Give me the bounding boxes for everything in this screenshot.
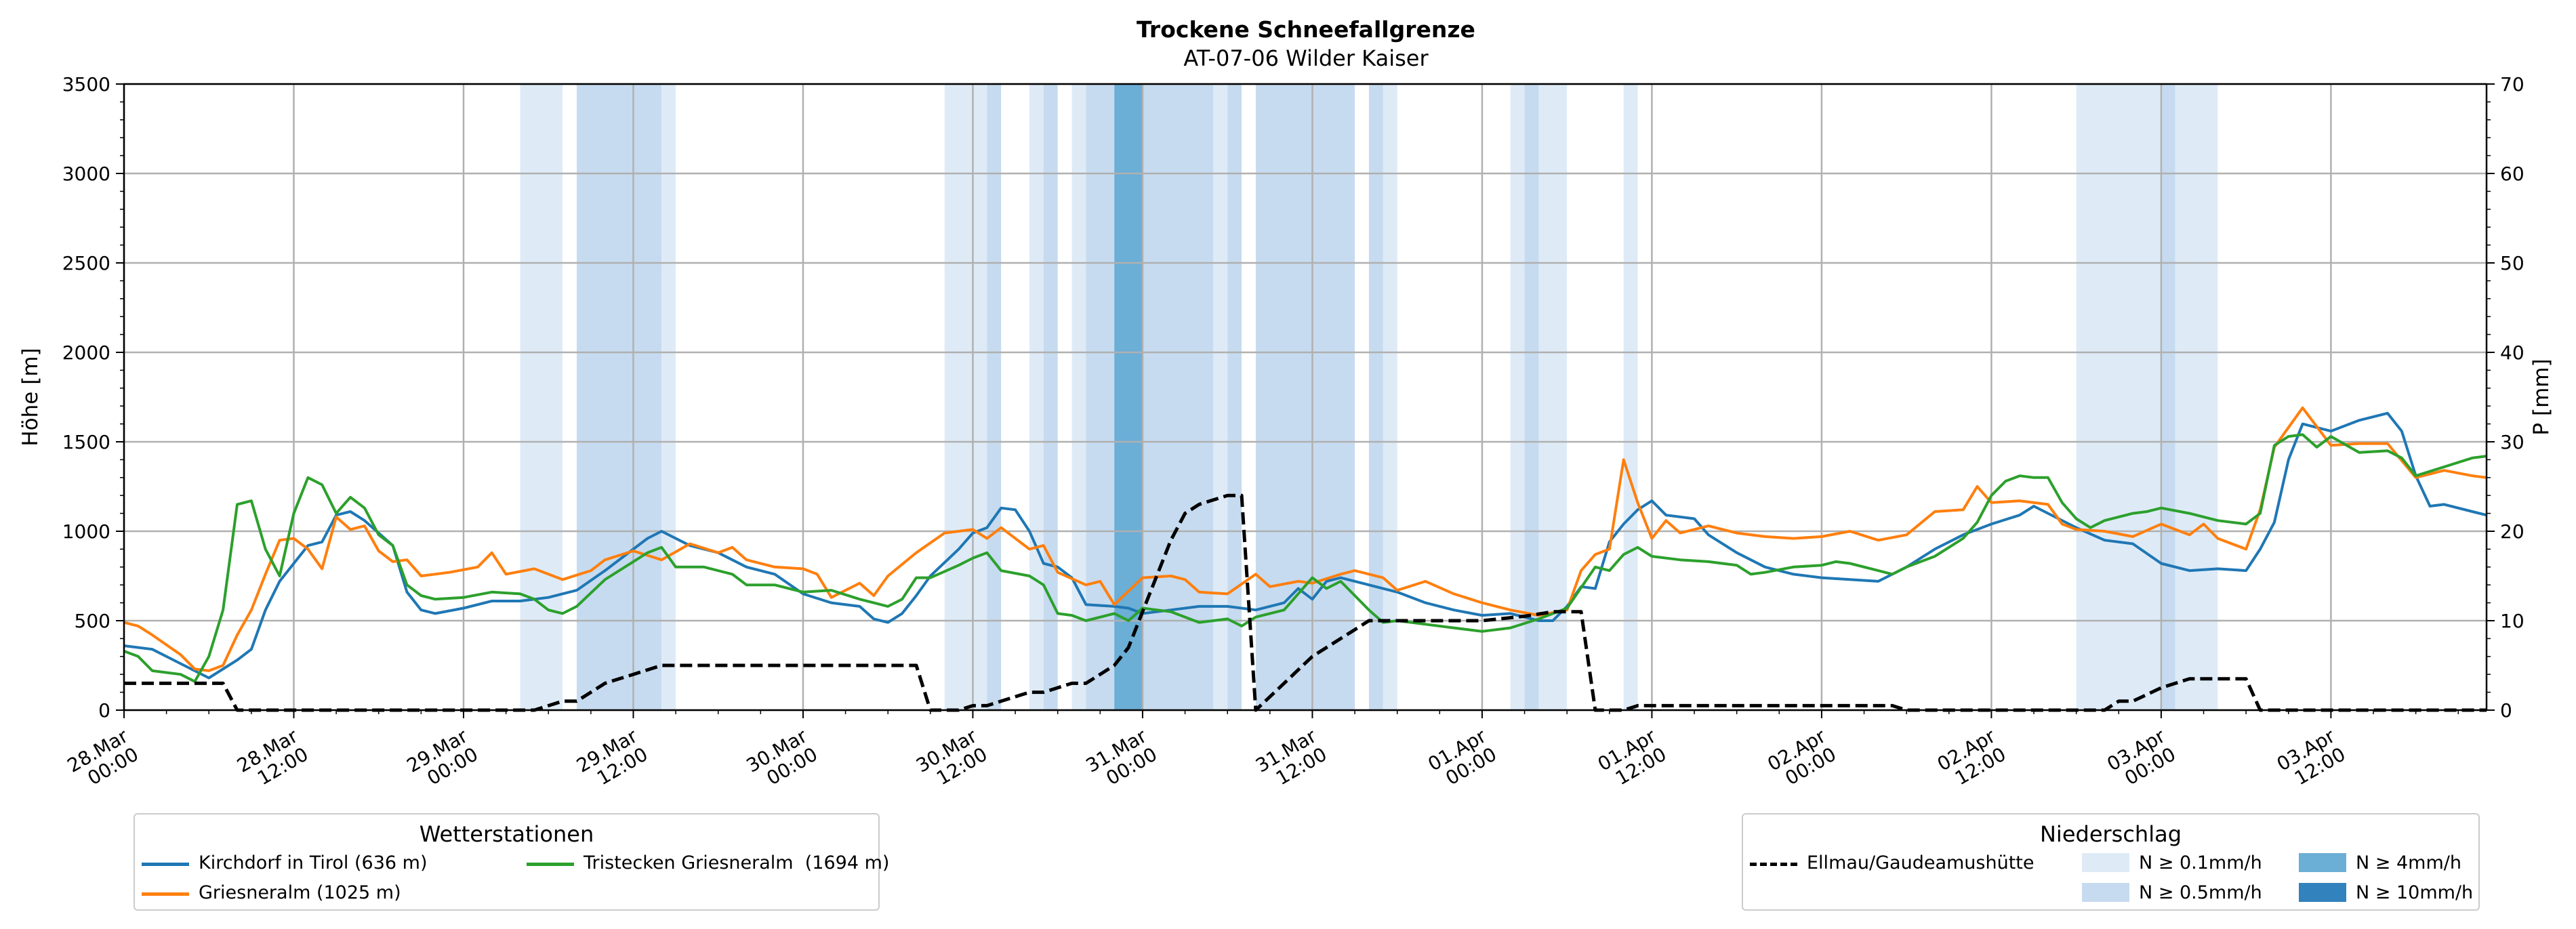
y-right-tick-label-6: 60: [2500, 163, 2524, 185]
legend-precip-level-3-swatch: [2299, 883, 2346, 902]
legend-ellmau-swatch: [1750, 863, 1797, 866]
y-right-tick-label-1: 10: [2500, 610, 2524, 632]
precip-band-11: [1142, 84, 1214, 710]
y-axis-right-label: P [mm]: [2529, 358, 2554, 435]
legend-precip-level-1-swatch: [2082, 883, 2129, 902]
precip-band-18: [1524, 84, 1539, 710]
y-axis-right: 0 10 20 30 40 50 60 70: [2487, 73, 2524, 722]
y-tick-label-7: 3500: [62, 73, 110, 96]
y-right-tick-label-4: 40: [2500, 342, 2524, 364]
precip-band-16: [1383, 84, 1397, 710]
y-tick-label-0: 0: [98, 699, 110, 722]
precip-band-21: [2076, 84, 2161, 710]
precip-band-5: [987, 84, 1002, 710]
x-axis: 28.Mar00:00 28.Mar12:00 29.Mar00:00 29.Mar1…: [64, 710, 2459, 789]
legend-kirchdorf-label: Kirchdorf in Tirol (636 m): [199, 852, 428, 873]
precip-band-2: [661, 84, 676, 710]
y-right-tick-label-5: 50: [2500, 252, 2524, 274]
legend-ellmau-label: Ellmau/Gaudeamushütte: [1807, 852, 2035, 873]
precip-band-15: [1368, 84, 1383, 710]
legend-precip: Niederschlag Ellmau/Gaudeamushütte N ≥ 0…: [1742, 813, 2480, 911]
precip-band-17: [1510, 84, 1525, 710]
chart-subtitle: AT-07-06 Wilder Kaiser: [1183, 45, 1429, 71]
legend-stations-title: Wetterstationen: [419, 821, 594, 847]
precip-band-13: [1227, 84, 1242, 710]
legend-precip-level-1-label: N ≥ 0.5mm/h: [2139, 882, 2262, 903]
plot-frame: [123, 83, 2488, 711]
precip-band-0: [520, 84, 563, 710]
legend-precip-level-2-label: N ≥ 4mm/h: [2356, 852, 2461, 873]
precip-band-3: [944, 84, 959, 710]
y-right-tick-label-0: 0: [2500, 699, 2512, 722]
legend-precip-level-3-label: N ≥ 10mm/h: [2356, 882, 2474, 903]
y-tick-label-5: 2500: [62, 252, 110, 274]
precip-band-8: [1071, 84, 1086, 710]
legend-precip-level-0-label: N ≥ 0.1mm/h: [2139, 852, 2262, 873]
y-right-tick-label-7: 70: [2500, 73, 2524, 96]
precip-band-23: [2175, 84, 2218, 710]
legend-griesneralm-label: Griesneralm (1025 m): [199, 882, 401, 903]
y-tick-label-2: 1000: [62, 520, 110, 543]
legend-griesneralm-swatch: [142, 892, 189, 896]
precip-band-14: [1255, 84, 1355, 710]
y-right-tick-label-2: 20: [2500, 520, 2524, 543]
precip-band-7: [1043, 84, 1058, 710]
legend-tristecken-label: Tristecken Griesneralm (1694 m): [584, 852, 890, 873]
legend-precip-title: Niederschlag: [2039, 821, 2182, 847]
series-line-3: [124, 493, 2487, 712]
y-tick-label-1: 500: [75, 610, 110, 632]
series-line-1: [123, 406, 2487, 672]
y-axis-label: Höhe [m]: [18, 348, 43, 446]
y-tick-label-4: 2000: [62, 342, 110, 364]
series-lines: [123, 406, 2487, 712]
chart-title: Trockene Schneefallgrenze: [1137, 16, 1475, 43]
legend-kirchdorf-swatch: [142, 863, 189, 866]
legend-stations: Wetterstationen Kirchdorf in Tirol (636 …: [134, 813, 889, 911]
precip-band-19: [1538, 84, 1568, 710]
precip-band-6: [1029, 84, 1044, 710]
precip-band-1: [576, 84, 662, 710]
precip-band-22: [2161, 84, 2175, 710]
y-tick-label-6: 3000: [62, 163, 110, 185]
series-line-0: [123, 411, 2487, 680]
precip-band-12: [1213, 84, 1228, 710]
legend-precip-level-2-swatch: [2299, 853, 2346, 872]
legend-precip-level-0-swatch: [2082, 853, 2129, 872]
y-axis-left: 0 500 1000 1500 2000 2500 3000 3500: [62, 73, 124, 722]
y-right-tick-label-3: 30: [2500, 431, 2524, 453]
legend-tristecken-swatch: [527, 863, 574, 866]
precip-band-20: [1623, 84, 1638, 710]
y-tick-label-3: 1500: [62, 431, 110, 453]
